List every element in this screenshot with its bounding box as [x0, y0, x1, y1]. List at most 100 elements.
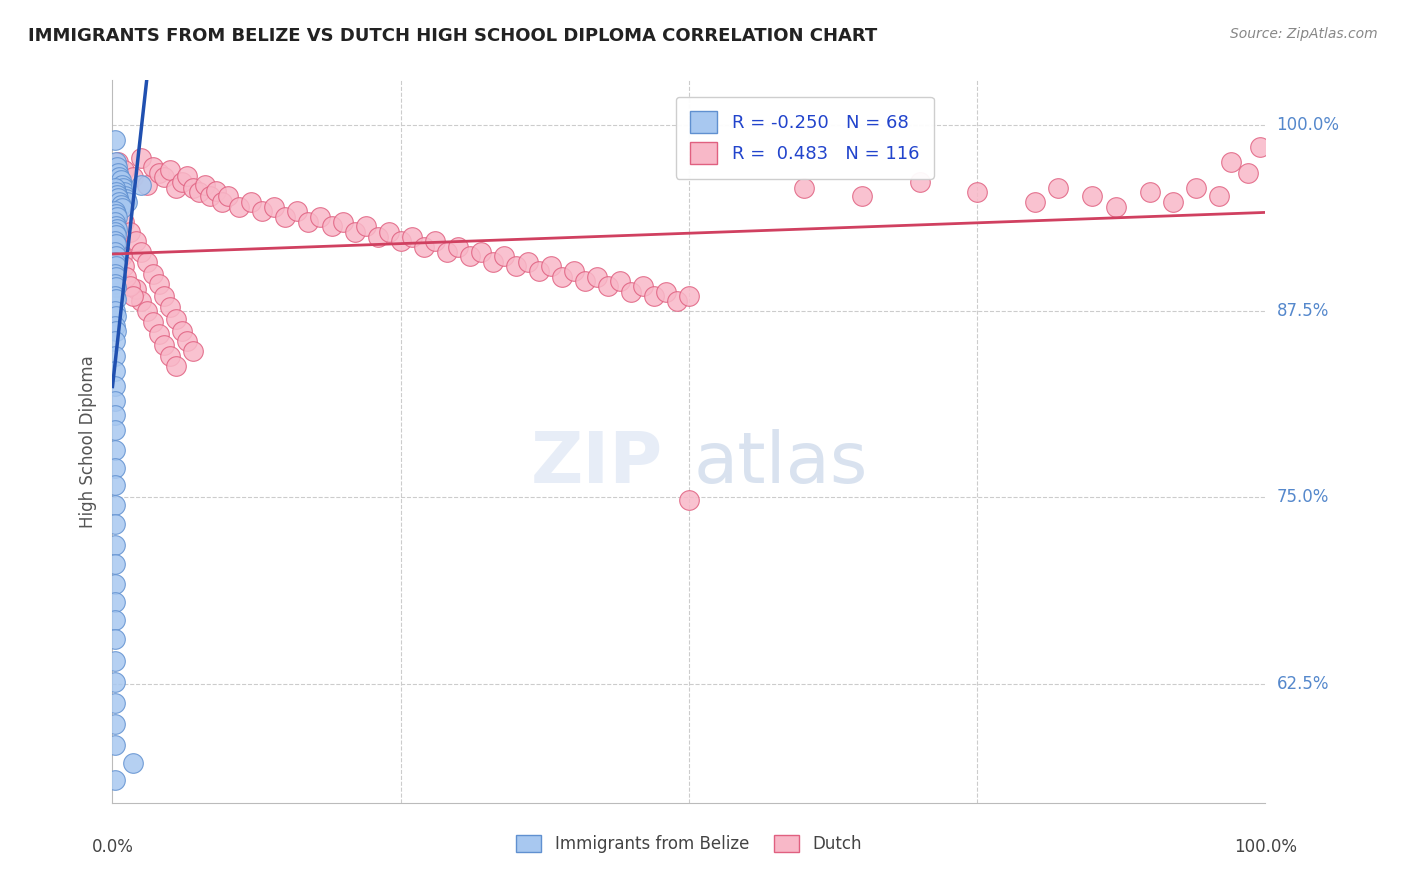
Point: [153, 170, 176, 185]
Point: [176, 169, 198, 183]
Point: [104, 716, 127, 731]
Point: [165, 180, 187, 194]
Point: [104, 185, 127, 199]
Point: [104, 478, 127, 492]
Point: [118, 225, 141, 239]
Point: [112, 215, 135, 229]
Point: [104, 249, 127, 263]
Point: [142, 315, 165, 329]
Text: 100.0%: 100.0%: [1277, 116, 1340, 134]
Point: [643, 289, 665, 303]
Point: [104, 309, 127, 323]
Point: [122, 756, 145, 770]
Point: [494, 249, 516, 263]
Text: IMMIGRANTS FROM BELIZE VS DUTCH HIGH SCHOOL DIPLOMA CORRELATION CHART: IMMIGRANTS FROM BELIZE VS DUTCH HIGH SCH…: [28, 27, 877, 45]
Point: [447, 240, 470, 254]
Point: [104, 393, 127, 408]
Point: [115, 193, 138, 207]
Point: [104, 219, 127, 234]
Point: [211, 195, 233, 210]
Point: [176, 334, 198, 348]
Point: [153, 338, 176, 352]
Point: [142, 160, 165, 174]
Point: [104, 324, 127, 338]
Point: [111, 249, 134, 263]
Point: [389, 234, 412, 248]
Point: [425, 234, 447, 248]
Point: [200, 189, 222, 203]
Point: [851, 189, 873, 203]
Point: [104, 237, 127, 252]
Point: [655, 285, 678, 299]
Point: [104, 498, 127, 512]
Point: [104, 517, 127, 532]
Point: [118, 278, 141, 293]
Point: [129, 151, 153, 165]
Point: [104, 289, 127, 303]
Text: Source: ZipAtlas.com: Source: ZipAtlas.com: [1230, 27, 1378, 41]
Point: [104, 267, 127, 281]
Point: [482, 255, 505, 269]
Text: 62.5%: 62.5%: [1277, 674, 1329, 692]
Point: [343, 225, 366, 239]
Point: [1208, 189, 1230, 203]
Point: [378, 225, 401, 239]
Point: [678, 289, 700, 303]
Point: [104, 225, 127, 239]
Point: [104, 576, 127, 591]
Point: [217, 189, 239, 203]
Point: [585, 269, 607, 284]
Point: [104, 349, 127, 363]
Point: [129, 293, 153, 308]
Point: [309, 211, 332, 225]
Point: [104, 334, 127, 348]
Point: [620, 285, 643, 299]
Point: [170, 324, 193, 338]
Point: [412, 240, 434, 254]
Point: [332, 215, 354, 229]
Point: [793, 180, 815, 194]
Point: [129, 178, 153, 192]
Point: [516, 255, 538, 269]
Point: [1185, 180, 1208, 194]
Point: [105, 211, 128, 225]
Point: [104, 215, 127, 229]
Point: [104, 204, 127, 219]
Point: [401, 229, 423, 244]
Point: [666, 293, 689, 308]
Point: [159, 162, 181, 177]
Point: [252, 204, 274, 219]
Point: [1161, 195, 1184, 210]
Point: [104, 738, 127, 752]
Point: [321, 219, 343, 234]
Point: [574, 274, 596, 288]
Point: [104, 696, 127, 710]
Point: [107, 155, 129, 169]
Point: [631, 278, 654, 293]
Text: atlas: atlas: [695, 429, 869, 498]
Point: [104, 304, 127, 318]
Point: [297, 215, 319, 229]
Point: [108, 170, 131, 185]
Point: [1237, 166, 1260, 180]
Legend: Immigrants from Belize, Dutch: Immigrants from Belize, Dutch: [509, 828, 869, 860]
Point: [117, 195, 139, 210]
Point: [159, 300, 181, 314]
Point: [1024, 195, 1046, 210]
Point: [527, 264, 550, 278]
Point: [112, 260, 135, 274]
Point: [111, 202, 134, 216]
Point: [104, 244, 127, 259]
Point: [105, 160, 128, 174]
Point: [136, 255, 159, 269]
Point: [104, 228, 127, 243]
Point: [228, 200, 250, 214]
Point: [104, 293, 127, 307]
Point: [124, 282, 146, 296]
Point: [194, 178, 217, 192]
Point: [239, 195, 262, 210]
Point: [274, 211, 297, 225]
Point: [112, 162, 135, 177]
Point: [148, 326, 170, 341]
Point: [136, 304, 159, 318]
